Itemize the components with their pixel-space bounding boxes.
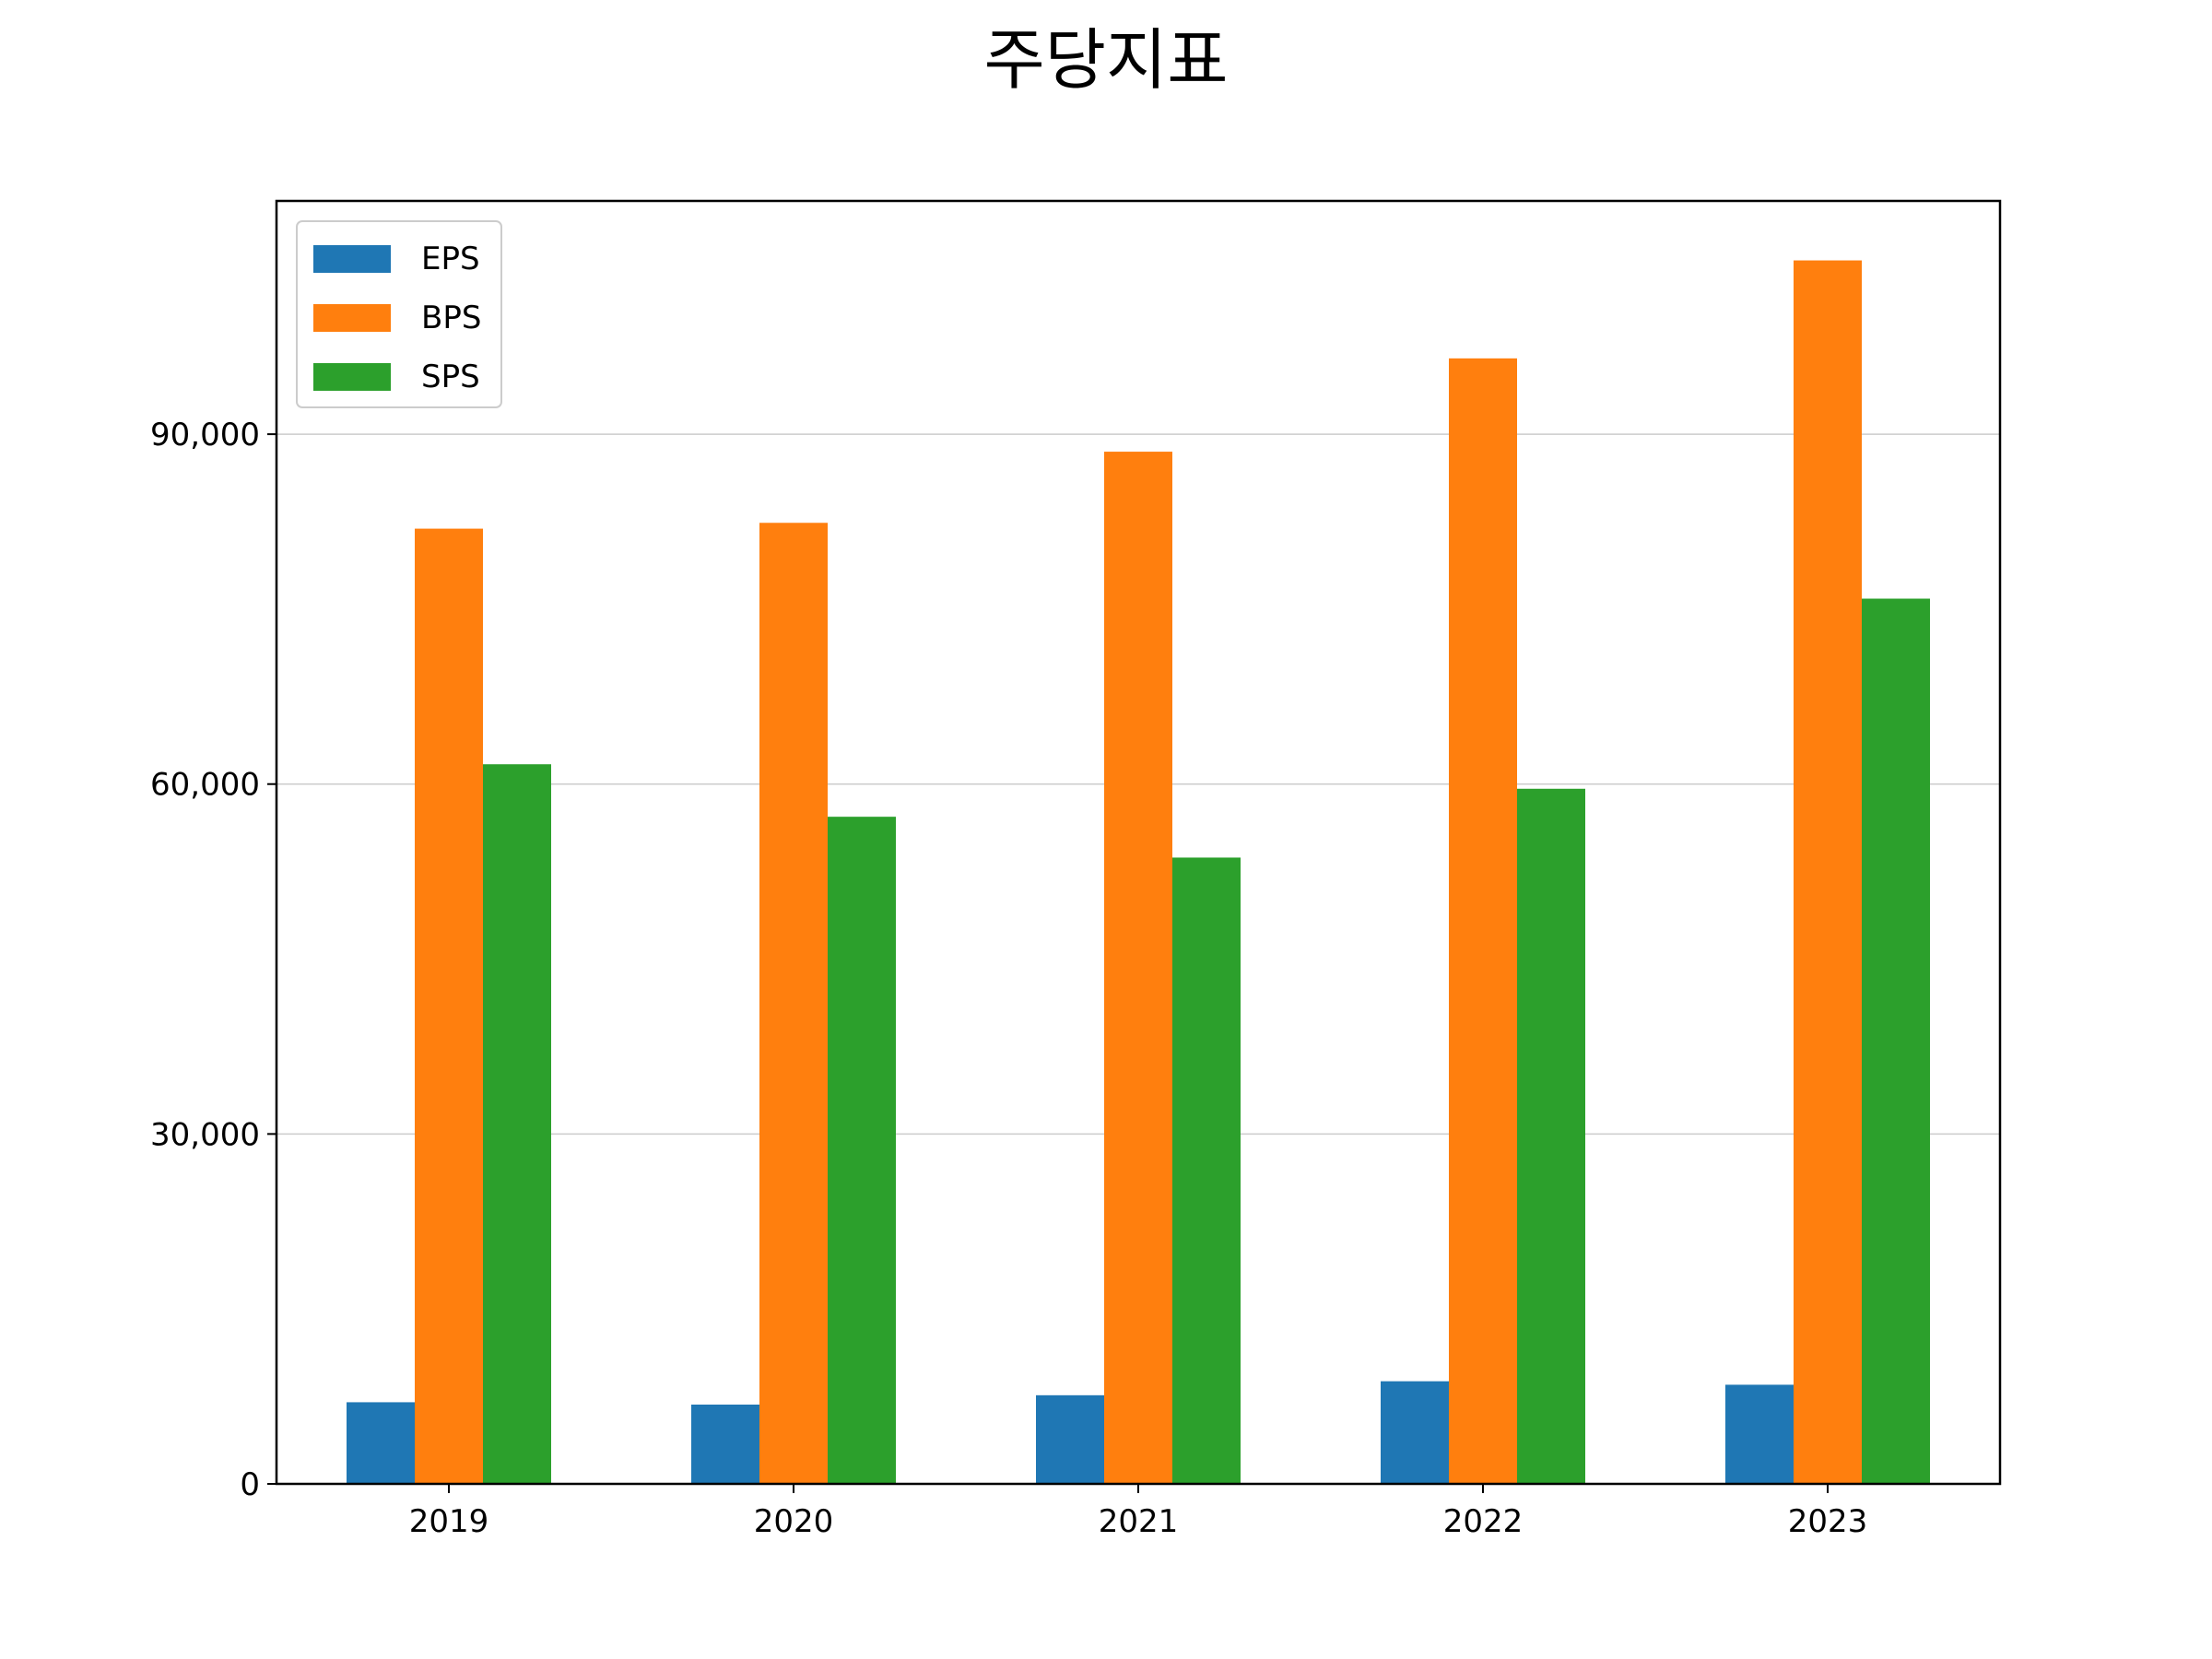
x-axis: 2019 2020 2021 2022 2023	[409, 1484, 1868, 1540]
bar-sps-2019	[483, 764, 551, 1484]
y-tick-label: 60,000	[150, 767, 260, 804]
bar-eps-2023	[1725, 1384, 1794, 1484]
bar-eps-2021	[1036, 1394, 1104, 1484]
x-tick-label: 2022	[1443, 1503, 1524, 1540]
y-axis: 0 30,000 60,000 90,000	[150, 417, 276, 1503]
bar-bps-2019	[415, 528, 483, 1484]
bar-sps-2020	[828, 817, 896, 1484]
bar-bps-2022	[1449, 358, 1517, 1484]
bar-sps-2021	[1172, 857, 1241, 1484]
legend-swatch-sps	[313, 363, 391, 391]
legend-swatch-eps	[313, 245, 391, 273]
x-tick-label: 2021	[1099, 1503, 1179, 1540]
legend-label-sps: SPS	[421, 359, 480, 395]
legend-swatch-bps	[313, 304, 391, 332]
bar-eps-2022	[1381, 1381, 1449, 1484]
bar-bps-2021	[1104, 452, 1172, 1484]
legend-label-bps: BPS	[421, 300, 481, 336]
y-tick-label: 30,000	[150, 1116, 260, 1153]
x-tick-label: 2020	[754, 1503, 834, 1540]
legend: EPS BPS SPS	[296, 220, 502, 408]
x-tick-label: 2023	[1788, 1503, 1868, 1540]
bar-sps-2022	[1517, 788, 1585, 1484]
x-tick-label: 2019	[409, 1503, 489, 1540]
legend-label-eps: EPS	[421, 241, 480, 277]
bar-bps-2023	[1794, 260, 1862, 1484]
bar-sps-2023	[1862, 598, 1930, 1484]
chart-title: 주당지표	[984, 21, 1229, 99]
bar-eps-2019	[347, 1402, 415, 1484]
bar-bps-2020	[759, 523, 828, 1485]
bar-eps-2020	[691, 1404, 759, 1484]
y-tick-label: 0	[240, 1466, 260, 1503]
y-tick-label: 90,000	[150, 417, 260, 453]
bars	[347, 260, 1930, 1485]
